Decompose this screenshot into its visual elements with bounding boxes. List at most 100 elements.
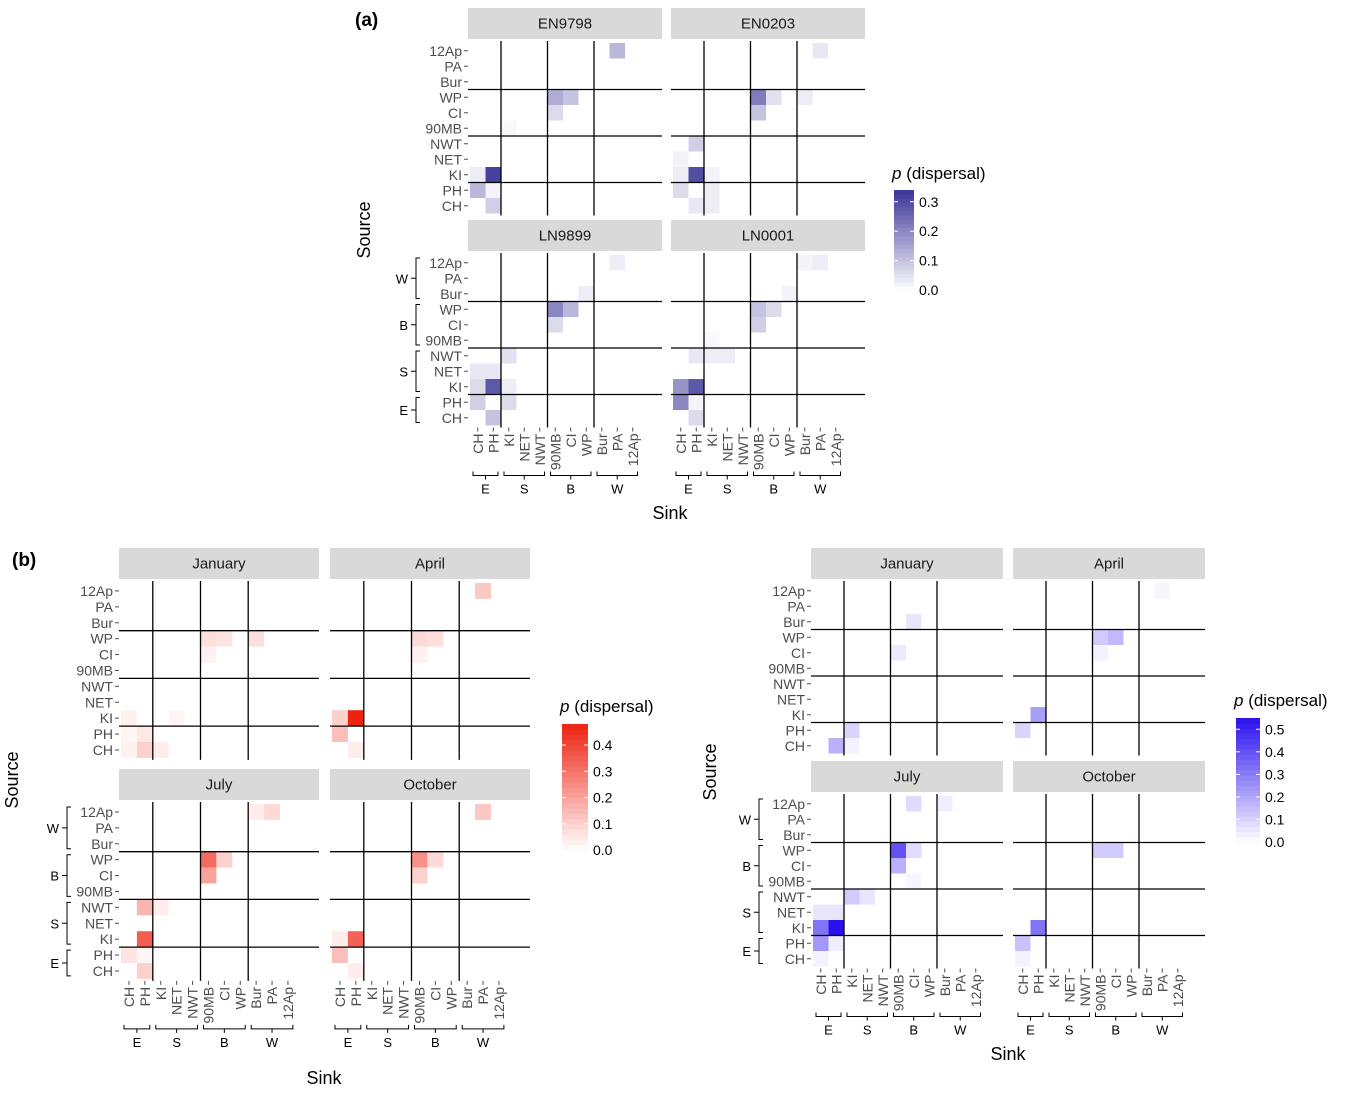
- sink-group-label: B: [909, 1023, 918, 1038]
- legend-gradient-step: [894, 206, 914, 212]
- source-tick-label: KI: [100, 931, 113, 947]
- sink-tick-label: NET: [169, 986, 185, 1014]
- source-tick-label: NET: [85, 694, 113, 710]
- heatmap-cell: [501, 120, 517, 136]
- sink-group-bracket: [123, 1024, 151, 1033]
- sink-group-label: W: [954, 1023, 967, 1038]
- source-group-label: W: [396, 271, 409, 286]
- panel-background: [330, 581, 530, 760]
- sink-tick-label: WP: [781, 434, 797, 457]
- heatmap-cell: [890, 645, 906, 661]
- facet-strip: [811, 761, 1003, 792]
- sink-tick-label: NWT: [396, 986, 412, 1018]
- source-tick-label: NWT: [430, 136, 462, 152]
- legend-gradient-step: [562, 802, 588, 809]
- source-tick-label: 90MB: [425, 120, 462, 136]
- source-tick-label: 12Ap: [429, 43, 462, 59]
- facet-title: October: [403, 777, 456, 794]
- facet-title: EN9798: [538, 16, 592, 33]
- source-tick-label: Bur: [440, 74, 462, 90]
- facet-strip: [811, 548, 1003, 579]
- legend-tick-label: 0.0: [1265, 834, 1285, 850]
- legend-gradient-step: [894, 190, 914, 195]
- source-tick-label: Bur: [91, 615, 113, 631]
- sink-tick-label: CI: [563, 434, 579, 448]
- legend-gradient-step: [1236, 723, 1260, 729]
- source-tick-label: PH: [786, 935, 805, 951]
- source-tick-label: NET: [434, 363, 462, 379]
- heatmap-cell: [937, 796, 953, 812]
- legend-tick-label: 0.2: [919, 223, 939, 239]
- heatmap-cell: [136, 899, 153, 916]
- facet-strip: [1013, 548, 1205, 579]
- source-group-label: B: [50, 869, 59, 884]
- heatmap-cell: [347, 963, 364, 979]
- heatmap-cell: [1015, 722, 1031, 738]
- legend-gradient-step: [894, 210, 914, 216]
- source-tick-label: CI: [791, 858, 805, 874]
- legend-gradient-step: [1236, 780, 1260, 786]
- panel-background: [671, 41, 865, 216]
- facet-title: January: [192, 556, 246, 573]
- heatmap-cell: [136, 963, 153, 979]
- legend-gradient-step: [894, 223, 914, 229]
- sink-tick-label: KI: [1046, 975, 1062, 988]
- heatmap-cell: [121, 726, 137, 742]
- sink-group-bracket: [366, 1024, 409, 1033]
- legend-gradient-step: [562, 766, 588, 772]
- source-tick-label: 12Ap: [429, 255, 462, 271]
- source-tick-label: 12Ap: [80, 804, 113, 820]
- source-tick-label: CI: [99, 647, 113, 663]
- facet-strip: [119, 769, 319, 800]
- sink-tick-label: NET: [719, 433, 735, 461]
- heatmap-cell: [501, 379, 517, 395]
- heatmap-cell: [152, 742, 169, 758]
- heatmap-cell: [248, 630, 265, 647]
- legend-gradient-step: [1236, 821, 1260, 828]
- source-tick-label: WP: [90, 631, 113, 647]
- heatmap-cell: [828, 904, 844, 920]
- source-tick-label: NET: [85, 915, 113, 931]
- source-tick-label: 90MB: [425, 332, 462, 348]
- sink-group-label: W: [266, 1035, 279, 1050]
- sink-tick-label: PA: [1154, 974, 1170, 992]
- heatmap-cell: [1092, 629, 1108, 645]
- legend-gradient-step: [1236, 805, 1260, 812]
- legend-gradient-step: [1236, 728, 1260, 735]
- source-tick-label: Bur: [440, 286, 462, 302]
- legend-gradient-step: [894, 248, 914, 254]
- heatmap-cell: [332, 726, 348, 742]
- heatmap-cell: [1092, 842, 1108, 858]
- sink-tick-label: Bur: [248, 987, 264, 1009]
- heatmap-cell: [216, 851, 233, 868]
- sink-tick-label: CI: [766, 434, 782, 448]
- sink-group-bracket: [753, 471, 795, 480]
- heatmap-cell: [750, 317, 766, 333]
- legend-tick-label: 0.0: [593, 842, 613, 858]
- heatmap-cell: [1030, 707, 1046, 723]
- heatmap-cell: [906, 614, 922, 630]
- heatmap-cell: [688, 198, 704, 214]
- legend-gradient-step: [1236, 738, 1260, 745]
- source-tick-label: CH: [93, 742, 113, 758]
- heatmap-cell: [844, 722, 860, 738]
- facet-strip: [1013, 761, 1205, 792]
- heatmap-cell: [797, 255, 813, 271]
- legend-gradient-step: [562, 750, 588, 757]
- heatmap-figure-b-red: January12ApPABurWPCI90MBNWTNETKIPHCHApri…: [2, 548, 654, 1088]
- heatmap-cell: [216, 630, 233, 647]
- sink-tick-label: PH: [137, 987, 153, 1006]
- legend-gradient-step: [1236, 831, 1260, 838]
- sink-tick-label: NET: [859, 974, 875, 1002]
- sink-tick-label: Bur: [797, 433, 813, 455]
- heatmap-cell: [332, 947, 348, 963]
- source-group-bracket: [62, 901, 71, 945]
- heatmap-cell: [248, 804, 265, 820]
- source-tick-label: Bur: [91, 836, 113, 852]
- heatmap-cell: [828, 935, 844, 951]
- heatmap-cell: [547, 105, 563, 121]
- source-tick-label: CI: [448, 105, 462, 121]
- source-tick-label: PH: [443, 394, 462, 410]
- legend-gradient-step: [562, 839, 588, 846]
- source-tick-label: PA: [787, 598, 805, 614]
